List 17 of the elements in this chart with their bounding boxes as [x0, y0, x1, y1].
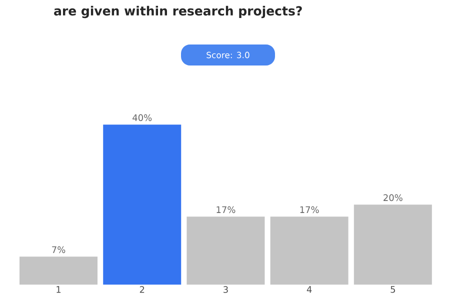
bar — [20, 256, 98, 285]
x-tick-label: 3 — [224, 286, 228, 293]
data-label: 17% — [216, 206, 236, 214]
text: Score: 3.0 — [206, 52, 250, 58]
x-tick-label: 5 — [390, 286, 395, 293]
bar — [186, 216, 265, 285]
bar — [103, 124, 182, 285]
x-tick-label: 4 — [306, 286, 312, 293]
bar — [354, 204, 432, 285]
x-tick-label: 1 — [56, 286, 61, 293]
x-tick-label: 2 — [140, 286, 144, 293]
data-label: 17% — [300, 206, 319, 214]
data-label: 40% — [132, 114, 152, 122]
chart-title: are given within research projects? — [54, 6, 302, 18]
bar — [270, 216, 348, 285]
data-label: 20% — [384, 194, 402, 202]
data-label: 7% — [52, 246, 66, 254]
